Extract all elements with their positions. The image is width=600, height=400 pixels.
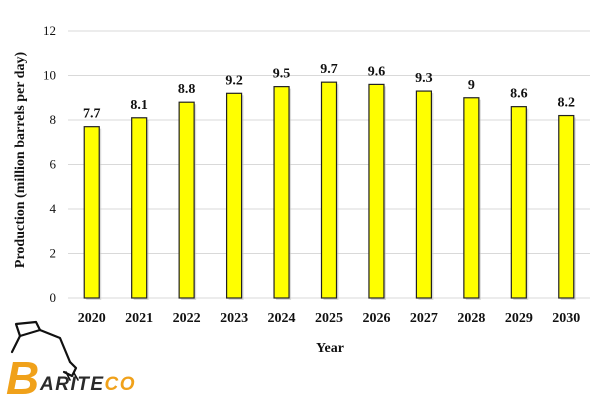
data-label: 9.7 [320,62,338,77]
bar [225,92,243,299]
data-labels: 7.7 8.1 8.8 9.2 9.5 9.7 9.6 9.3 9 8.6 8.2 [83,62,575,122]
data-label: 8.2 [558,96,576,111]
data-label: 9.6 [368,64,386,79]
logo-wordmark: ARITECO [39,374,136,395]
x-tick-label: 2020 [78,311,106,326]
x-axis-title: Year [316,341,344,356]
data-label: 7.7 [83,107,101,122]
y-tick-label: 12 [43,23,56,38]
data-label: 8.8 [178,82,196,97]
y-tick-label: 0 [50,290,57,305]
bar [368,83,385,299]
bar [320,81,338,299]
data-label: 8.6 [510,87,528,102]
excavator-icon [10,320,79,381]
x-tick-label: 2021 [125,311,153,326]
y-tick-label: 2 [50,246,57,261]
bars [83,81,576,301]
bar [463,97,480,299]
data-label: 9.3 [415,71,433,86]
x-tick-label: 2028 [457,311,485,326]
bar [510,106,527,299]
bar [558,114,575,299]
x-tick-label: 2030 [552,311,580,326]
data-label: 9.5 [273,67,291,82]
logo-mark-letter: B [6,352,39,400]
data-label: 9 [468,78,475,93]
x-tick-label: 2029 [505,311,533,326]
bar [178,101,195,299]
bar [415,90,433,299]
x-tick-label: 2027 [410,311,438,326]
x-tick-labels: 2020 2021 2022 2023 2024 2025 2026 2027 2028 2029… [78,311,581,326]
bar [83,126,100,299]
x-tick-label: 2024 [268,311,296,326]
bar [131,117,148,299]
x-tick-label: 2025 [315,311,343,326]
x-tick-label: 2026 [362,311,390,326]
y-tick-label: 4 [50,201,57,216]
data-label: 8.1 [130,98,148,113]
y-axis-title: Production (million barrels per day) [13,52,28,269]
bar [273,86,290,299]
y-tick-label: 8 [50,112,57,127]
y-tick-label: 6 [50,157,57,172]
y-tick-labels: 0 2 4 6 8 10 12 [43,23,57,305]
bariteco-logo: B ARITECO [6,320,136,400]
x-tick-label: 2022 [173,311,201,326]
data-label: 9.2 [225,73,243,88]
x-tick-label: 2023 [220,311,248,326]
y-tick-label: 10 [43,68,56,83]
